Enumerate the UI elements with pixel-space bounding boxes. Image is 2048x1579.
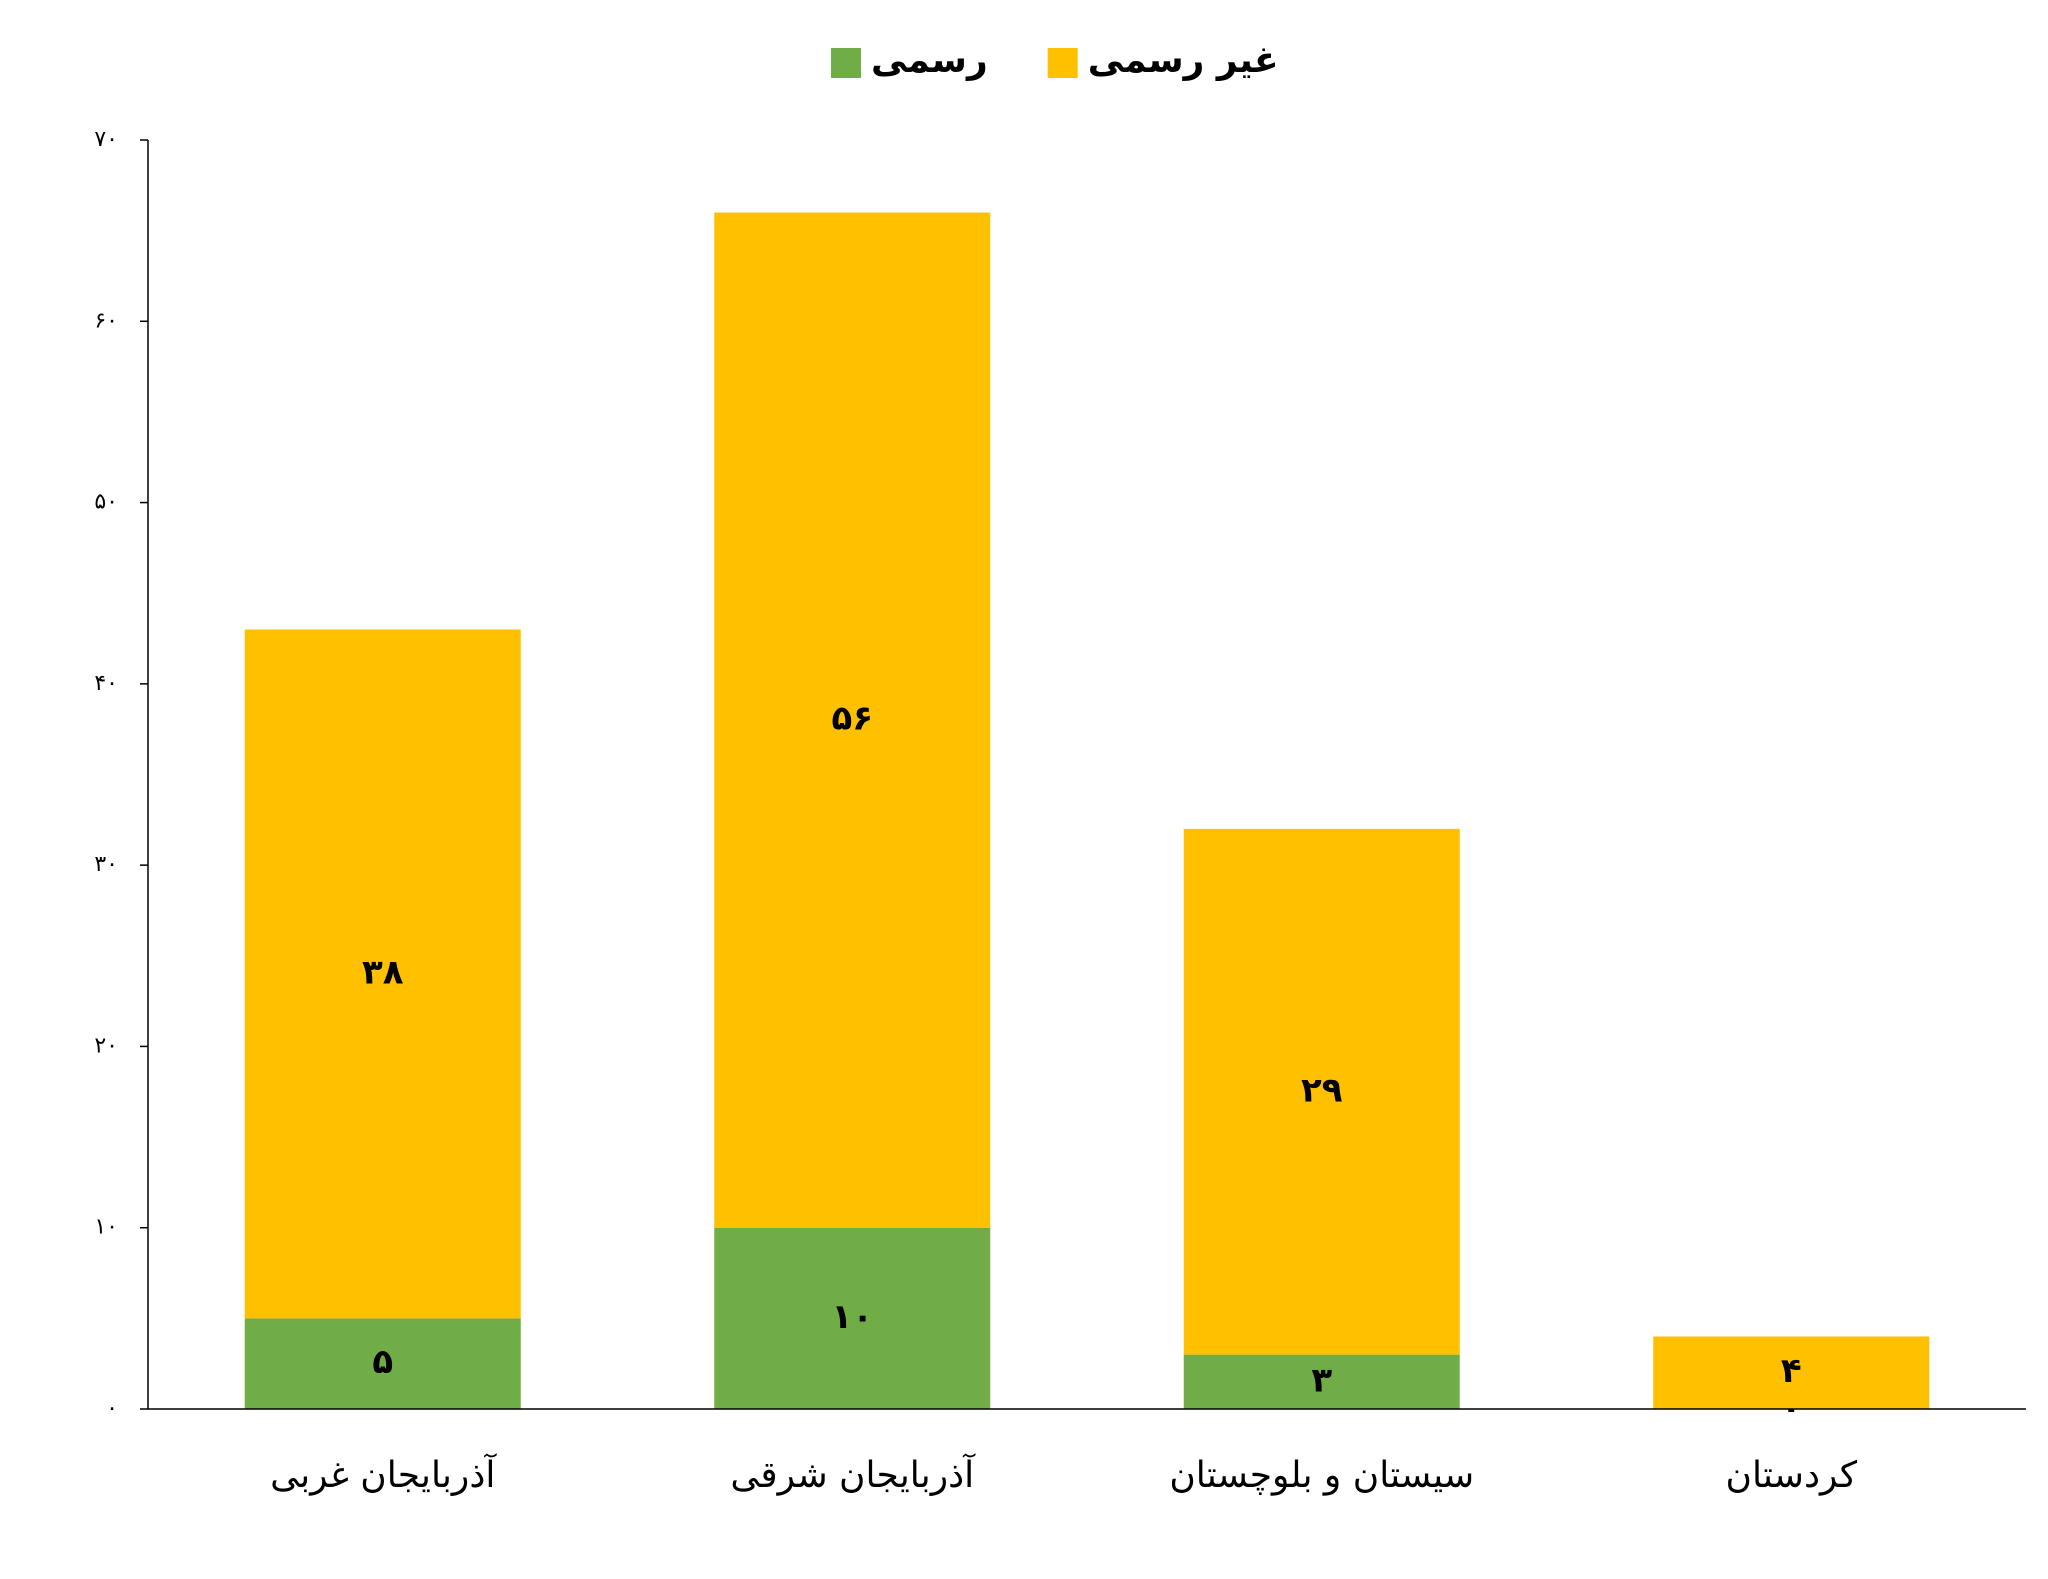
data-label: ۴ — [1781, 1351, 1802, 1391]
bar-segment — [1653, 1336, 1930, 1409]
legend-label: رسمی — [871, 40, 988, 81]
y-tick-label: ۶۰ — [94, 308, 118, 333]
data-label: ۳ — [1311, 1360, 1332, 1400]
legend-swatch — [1047, 48, 1078, 78]
y-tick-label: ۰ — [106, 1396, 118, 1421]
y-tick-label: ۱۰ — [94, 1215, 118, 1240]
data-label: ۳۸ — [362, 952, 404, 992]
bar-segment — [1183, 1354, 1460, 1409]
x-tick-label: کردستان — [1726, 1455, 1858, 1496]
y-tick-label: ۲۰ — [94, 1033, 118, 1058]
bar-segment — [244, 629, 521, 1319]
x-tick-label: آذربایجان شرقی — [730, 1452, 976, 1496]
bar-segment — [244, 1318, 521, 1409]
data-label: ۵۶ — [831, 699, 873, 739]
x-tick-label: سیستان و بلوچستان — [1169, 1455, 1474, 1496]
data-label: ۱۰ — [831, 1297, 873, 1337]
data-label: ۵ — [372, 1342, 393, 1382]
bar-segment — [714, 1227, 991, 1409]
legend-swatch — [831, 48, 861, 78]
bar-segment — [714, 212, 991, 1228]
bar-segment — [1183, 828, 1460, 1355]
data-label: ۲۹ — [1301, 1070, 1343, 1110]
y-tick-label: ۳۰ — [94, 852, 118, 877]
x-tick-label: آذربایجان غربی — [270, 1452, 497, 1496]
legend-label: غیر رسمی — [1088, 40, 1279, 81]
y-tick-label: ۴۰ — [94, 671, 118, 696]
y-tick-label: ۵۰ — [94, 490, 118, 515]
y-tick-label: ۷۰ — [94, 127, 118, 152]
